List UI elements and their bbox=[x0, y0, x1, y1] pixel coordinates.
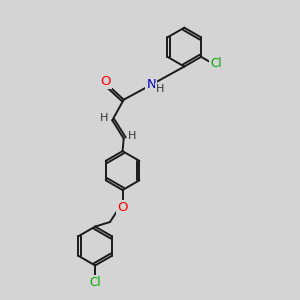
Text: N: N bbox=[146, 78, 156, 91]
Text: H: H bbox=[128, 131, 136, 141]
Text: O: O bbox=[100, 75, 111, 88]
Text: H: H bbox=[99, 113, 108, 123]
Text: Cl: Cl bbox=[89, 276, 101, 289]
Text: O: O bbox=[117, 201, 128, 214]
Text: H: H bbox=[156, 84, 164, 94]
Text: Cl: Cl bbox=[210, 57, 222, 70]
